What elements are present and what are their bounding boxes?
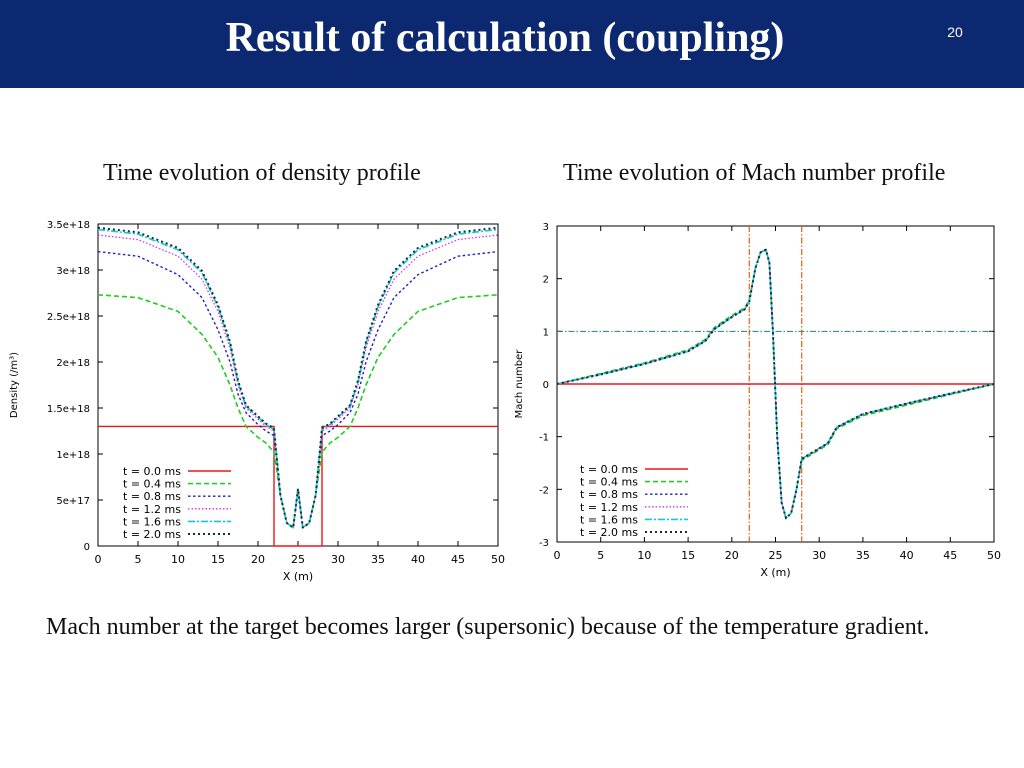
density-x-tick-label: 5 [135, 553, 142, 566]
density-x-tick-label: 50 [491, 553, 505, 566]
caption-mach: Time evolution of Mach number profile [563, 160, 946, 186]
mach-legend-label: t = 1.6 ms [580, 513, 638, 526]
mach-x-tick-label: 35 [856, 549, 870, 562]
mach-y-tick-label: 0 [543, 380, 549, 391]
density-series-t-1-2-ms [97, 234, 499, 529]
mach-x-tick-label: 15 [681, 549, 695, 562]
density-y-tick-label: 0 [84, 542, 90, 553]
density-legend-label: t = 0.8 ms [123, 490, 181, 503]
density-chart: 0 5 10 15 20 25 30 35 40 45 50 0 5e+17 1e+18 1.5e+18 2e… [9, 220, 505, 583]
mach-x-tick-label: 45 [943, 549, 957, 562]
mach-y-tick-label: 1 [543, 327, 549, 338]
title-bar: Result of calculation (coupling) 20 [0, 0, 1024, 88]
density-y-tick-label: 1e+18 [56, 450, 90, 461]
density-y-tick-label: 2.5e+18 [47, 312, 90, 323]
density-x-axis-label: X (m) [283, 570, 313, 583]
density-legend-label: t = 1.2 ms [123, 503, 181, 516]
density-y-tick-label: 3e+18 [56, 266, 90, 277]
mach-chart: 0 5 10 15 20 25 30 35 40 45 50 -3 -2 -1 0 1 2 3 X (m) Mach … [514, 222, 1001, 579]
caption-density: Time evolution of density profile [103, 160, 421, 186]
mach-series-t-2-0-ms [556, 248, 995, 520]
density-y-axis-label: Density (/m³) [9, 352, 20, 418]
mach-x-tick-label: 10 [637, 549, 651, 562]
mach-legend-label: t = 0.4 ms [580, 476, 638, 489]
density-x-tick-label: 45 [451, 553, 465, 566]
density-legend-label: t = 2.0 ms [123, 528, 181, 541]
density-y-tick-label: 3.5e+18 [47, 220, 90, 231]
mach-x-tick-label: 20 [725, 549, 739, 562]
density-series-t-0-4-ms [97, 294, 499, 529]
density-legend-label: t = 0.4 ms [123, 478, 181, 491]
density-x-tick-label: 15 [211, 553, 225, 566]
density-x-tick-label: 40 [411, 553, 425, 566]
density-y-tick-label: 1.5e+18 [47, 404, 90, 415]
mach-legend-label: t = 0.0 ms [580, 463, 638, 476]
density-x-tick-label: 25 [291, 553, 305, 566]
mach-x-tick-label: 50 [987, 549, 1001, 562]
mach-y-axis-label: Mach number [514, 349, 525, 419]
density-y-tick-label: 5e+17 [56, 496, 90, 507]
mach-x-tick-label: 5 [597, 549, 604, 562]
mach-x-axis-label: X (m) [760, 566, 790, 579]
mach-legend-label: t = 2.0 ms [580, 526, 638, 539]
density-legend-label: t = 0.0 ms [123, 465, 181, 478]
mach-y-tick-label: 2 [543, 275, 549, 286]
density-y-tick-label: 2e+18 [56, 358, 90, 369]
density-series-t-0-0-ms [98, 425, 498, 547]
density-series-t-0-8-ms [97, 250, 499, 529]
density-x-tick-label: 10 [171, 553, 185, 566]
mach-x-tick-label: 40 [900, 549, 914, 562]
density-x-tick-label: 30 [331, 553, 345, 566]
mach-legend-label: t = 0.8 ms [580, 488, 638, 501]
density-x-tick-label: 35 [371, 553, 385, 566]
footnote: Mach number at the target becomes larger… [46, 614, 930, 640]
mach-x-tick-label: 30 [812, 549, 826, 562]
density-legend-label: t = 1.6 ms [123, 515, 181, 528]
mach-legend-label: t = 1.2 ms [580, 501, 638, 514]
density-x-tick-label: 0 [95, 553, 102, 566]
mach-y-tick-label: -1 [539, 433, 549, 444]
mach-y-tick-label: 3 [543, 222, 549, 233]
slide-number: 20 [947, 24, 963, 40]
mach-x-tick-label: 0 [554, 549, 561, 562]
slide-title: Result of calculation (coupling) [225, 15, 785, 61]
mach-y-tick-label: -3 [539, 538, 549, 549]
mach-y-tick-label: -2 [539, 485, 549, 496]
mach-x-tick-label: 25 [769, 549, 783, 562]
density-x-tick-label: 20 [251, 553, 265, 566]
